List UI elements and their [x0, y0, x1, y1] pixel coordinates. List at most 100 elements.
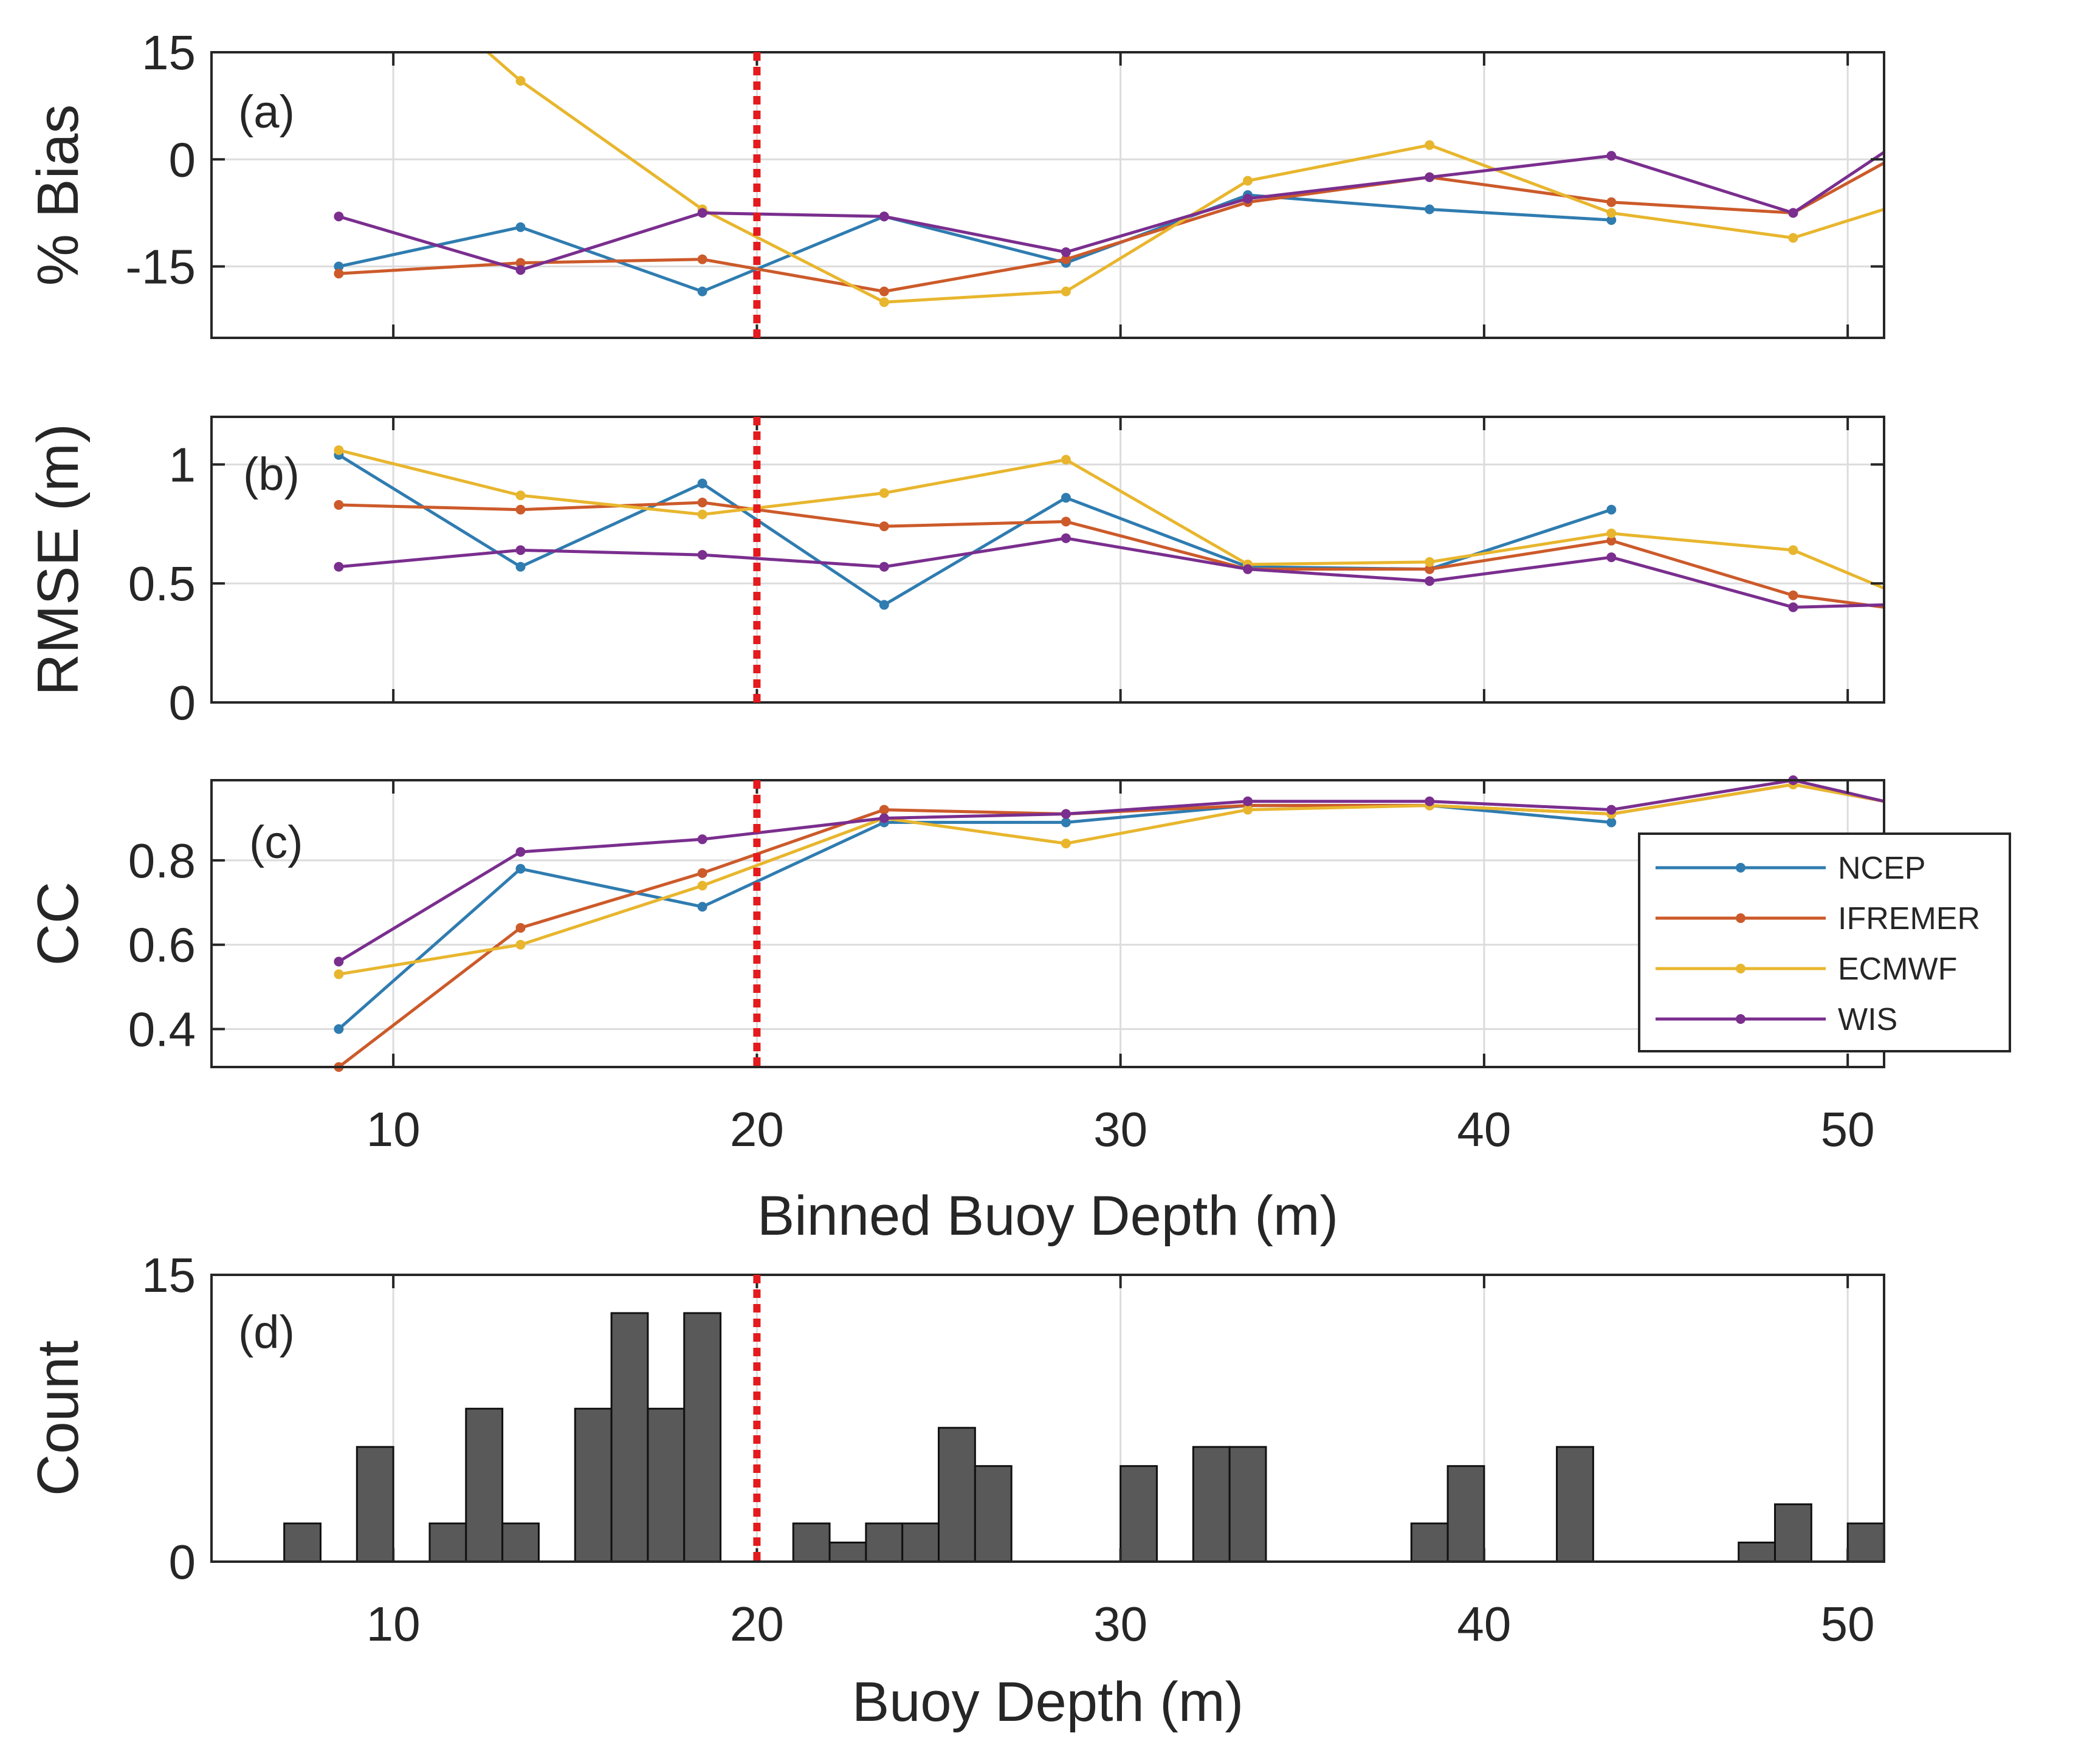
data-point-ecmwf — [1243, 805, 1253, 815]
legend-marker-ecmwf — [1736, 964, 1745, 973]
panel-b-frame — [210, 416, 1885, 704]
data-point-ecmwf — [515, 490, 526, 501]
data-point-ncep — [1606, 215, 1617, 225]
series-line-wis — [338, 778, 1885, 963]
histogram-bar — [1410, 1522, 1449, 1563]
legend-marker-ncep — [1736, 863, 1745, 873]
data-point-wis — [1061, 809, 1071, 819]
data-point-ncep — [1425, 204, 1435, 214]
legend-label-wis: WIS — [1838, 1002, 1897, 1037]
panel-b-rmse: 1 0.5 0 (b) RMSE (m) — [26, 416, 1885, 730]
data-point-ncep — [1061, 493, 1071, 503]
data-point-wis — [334, 561, 344, 572]
data-point-ncep — [334, 1024, 344, 1034]
data-point-ifremer — [1061, 254, 1071, 264]
data-point-ncep — [515, 561, 526, 572]
y-tick-label: -15 — [125, 240, 196, 294]
data-point-ncep — [1606, 504, 1617, 515]
data-point-wis — [1606, 805, 1617, 815]
series-line-ecmwf — [338, 783, 1885, 976]
data-point-wis — [879, 813, 889, 823]
data-point-ecmwf — [1425, 557, 1435, 567]
data-point-ncep — [1606, 817, 1617, 828]
series-line-ifremer — [339, 501, 1885, 609]
y-tick-label: 0.5 — [128, 557, 196, 611]
data-point-wis — [1243, 193, 1253, 204]
data-point-ifremer — [879, 521, 889, 532]
data-point-ecmwf — [697, 880, 707, 891]
y-tick-label: 0.4 — [128, 1003, 196, 1057]
data-point-wis — [697, 550, 707, 560]
data-point-wis — [1425, 172, 1435, 182]
panel-a-label: (a) — [238, 86, 295, 138]
histogram-bar — [501, 1522, 540, 1563]
histogram-bar — [683, 1312, 722, 1563]
data-point-ecmwf — [1061, 839, 1071, 849]
series-line-ncep — [338, 193, 1612, 293]
data-point-ncep — [697, 902, 707, 912]
legend-marker-ifremer — [1736, 913, 1745, 923]
x-tick-label: 20 — [730, 1102, 784, 1156]
data-point-wis — [879, 211, 889, 222]
data-point-wis — [1243, 564, 1253, 574]
panel-d-xlabel: Buoy Depth (m) — [852, 1671, 1243, 1733]
x-tick-label: 50 — [1821, 1102, 1875, 1156]
data-point-wis — [515, 847, 526, 857]
series-line-wis — [338, 151, 1885, 272]
data-point-ifremer — [697, 498, 707, 507]
data-point-wis — [1061, 247, 1071, 257]
panel-c-label: (c) — [249, 817, 303, 868]
histogram-bar — [792, 1522, 831, 1563]
series-line-ecmwf — [487, 51, 1885, 304]
data-point-ifremer — [334, 269, 344, 279]
histogram-bar — [1120, 1465, 1158, 1563]
data-point-wis — [879, 561, 889, 572]
y-tick-label: 0.8 — [128, 834, 196, 888]
x-tick-label: 40 — [1457, 1102, 1511, 1156]
histogram-bar — [1556, 1446, 1594, 1563]
y-tick-label: 0 — [169, 1535, 196, 1589]
legend: NCEP IFREMER ECMWF WIS — [1638, 832, 2011, 1052]
data-point-ecmwf — [1788, 233, 1798, 243]
x-tick-label: 30 — [1093, 1102, 1147, 1156]
histogram-bar — [465, 1407, 504, 1563]
histogram-bar — [574, 1407, 613, 1563]
y-tick-label: 0.6 — [128, 918, 196, 972]
x-tick-label: 30 — [1093, 1597, 1147, 1651]
x-tick-label: 10 — [366, 1597, 421, 1651]
x-tick-label: 50 — [1821, 1597, 1875, 1651]
data-point-ecmwf — [1243, 176, 1253, 186]
x-tick-label: 10 — [366, 1102, 421, 1156]
panel-d-ylabel: Count — [26, 1340, 91, 1496]
data-point-wis — [1606, 552, 1617, 563]
data-point-ecmwf — [334, 445, 344, 455]
data-point-wis — [515, 545, 526, 555]
data-point-ecmwf — [515, 939, 526, 950]
data-point-wis — [1788, 602, 1798, 613]
histogram-bar — [1228, 1446, 1267, 1563]
data-point-ifremer — [879, 286, 889, 297]
series-line-ncep — [337, 804, 1612, 1031]
data-point-wis — [1061, 533, 1071, 543]
histogram-bar — [1192, 1446, 1231, 1563]
histogram-bar — [1774, 1503, 1812, 1563]
data-point-ifremer — [515, 504, 526, 515]
y-tick-label: 15 — [142, 26, 196, 80]
panel-d-count: 10 20 30 40 50 15 0 (d) Count Buoy Depth (m) — [26, 1248, 1885, 1733]
panel-a-bias: 15 0 -15 (a) % Bias — [26, 26, 1885, 339]
y-tick-label: 0 — [169, 132, 196, 187]
data-point-ifremer — [334, 499, 344, 510]
series-line-wis — [339, 537, 1885, 609]
data-point-ncep — [697, 478, 707, 489]
data-point-wis — [697, 834, 707, 845]
data-point-wis — [1425, 796, 1435, 806]
data-point-wis — [515, 265, 526, 275]
panel-b-label: (b) — [243, 448, 300, 500]
panel-c-cc: 10 20 30 40 50 0.8 0.6 0.4 (c) CC Binned Buoy D… — [26, 775, 2011, 1247]
data-point-ecmwf — [1061, 455, 1071, 465]
histogram-bar — [647, 1407, 686, 1563]
data-point-ecmwf — [1425, 140, 1435, 150]
histogram-bar — [1446, 1465, 1485, 1563]
panel-c-ylabel: CC — [26, 882, 91, 966]
